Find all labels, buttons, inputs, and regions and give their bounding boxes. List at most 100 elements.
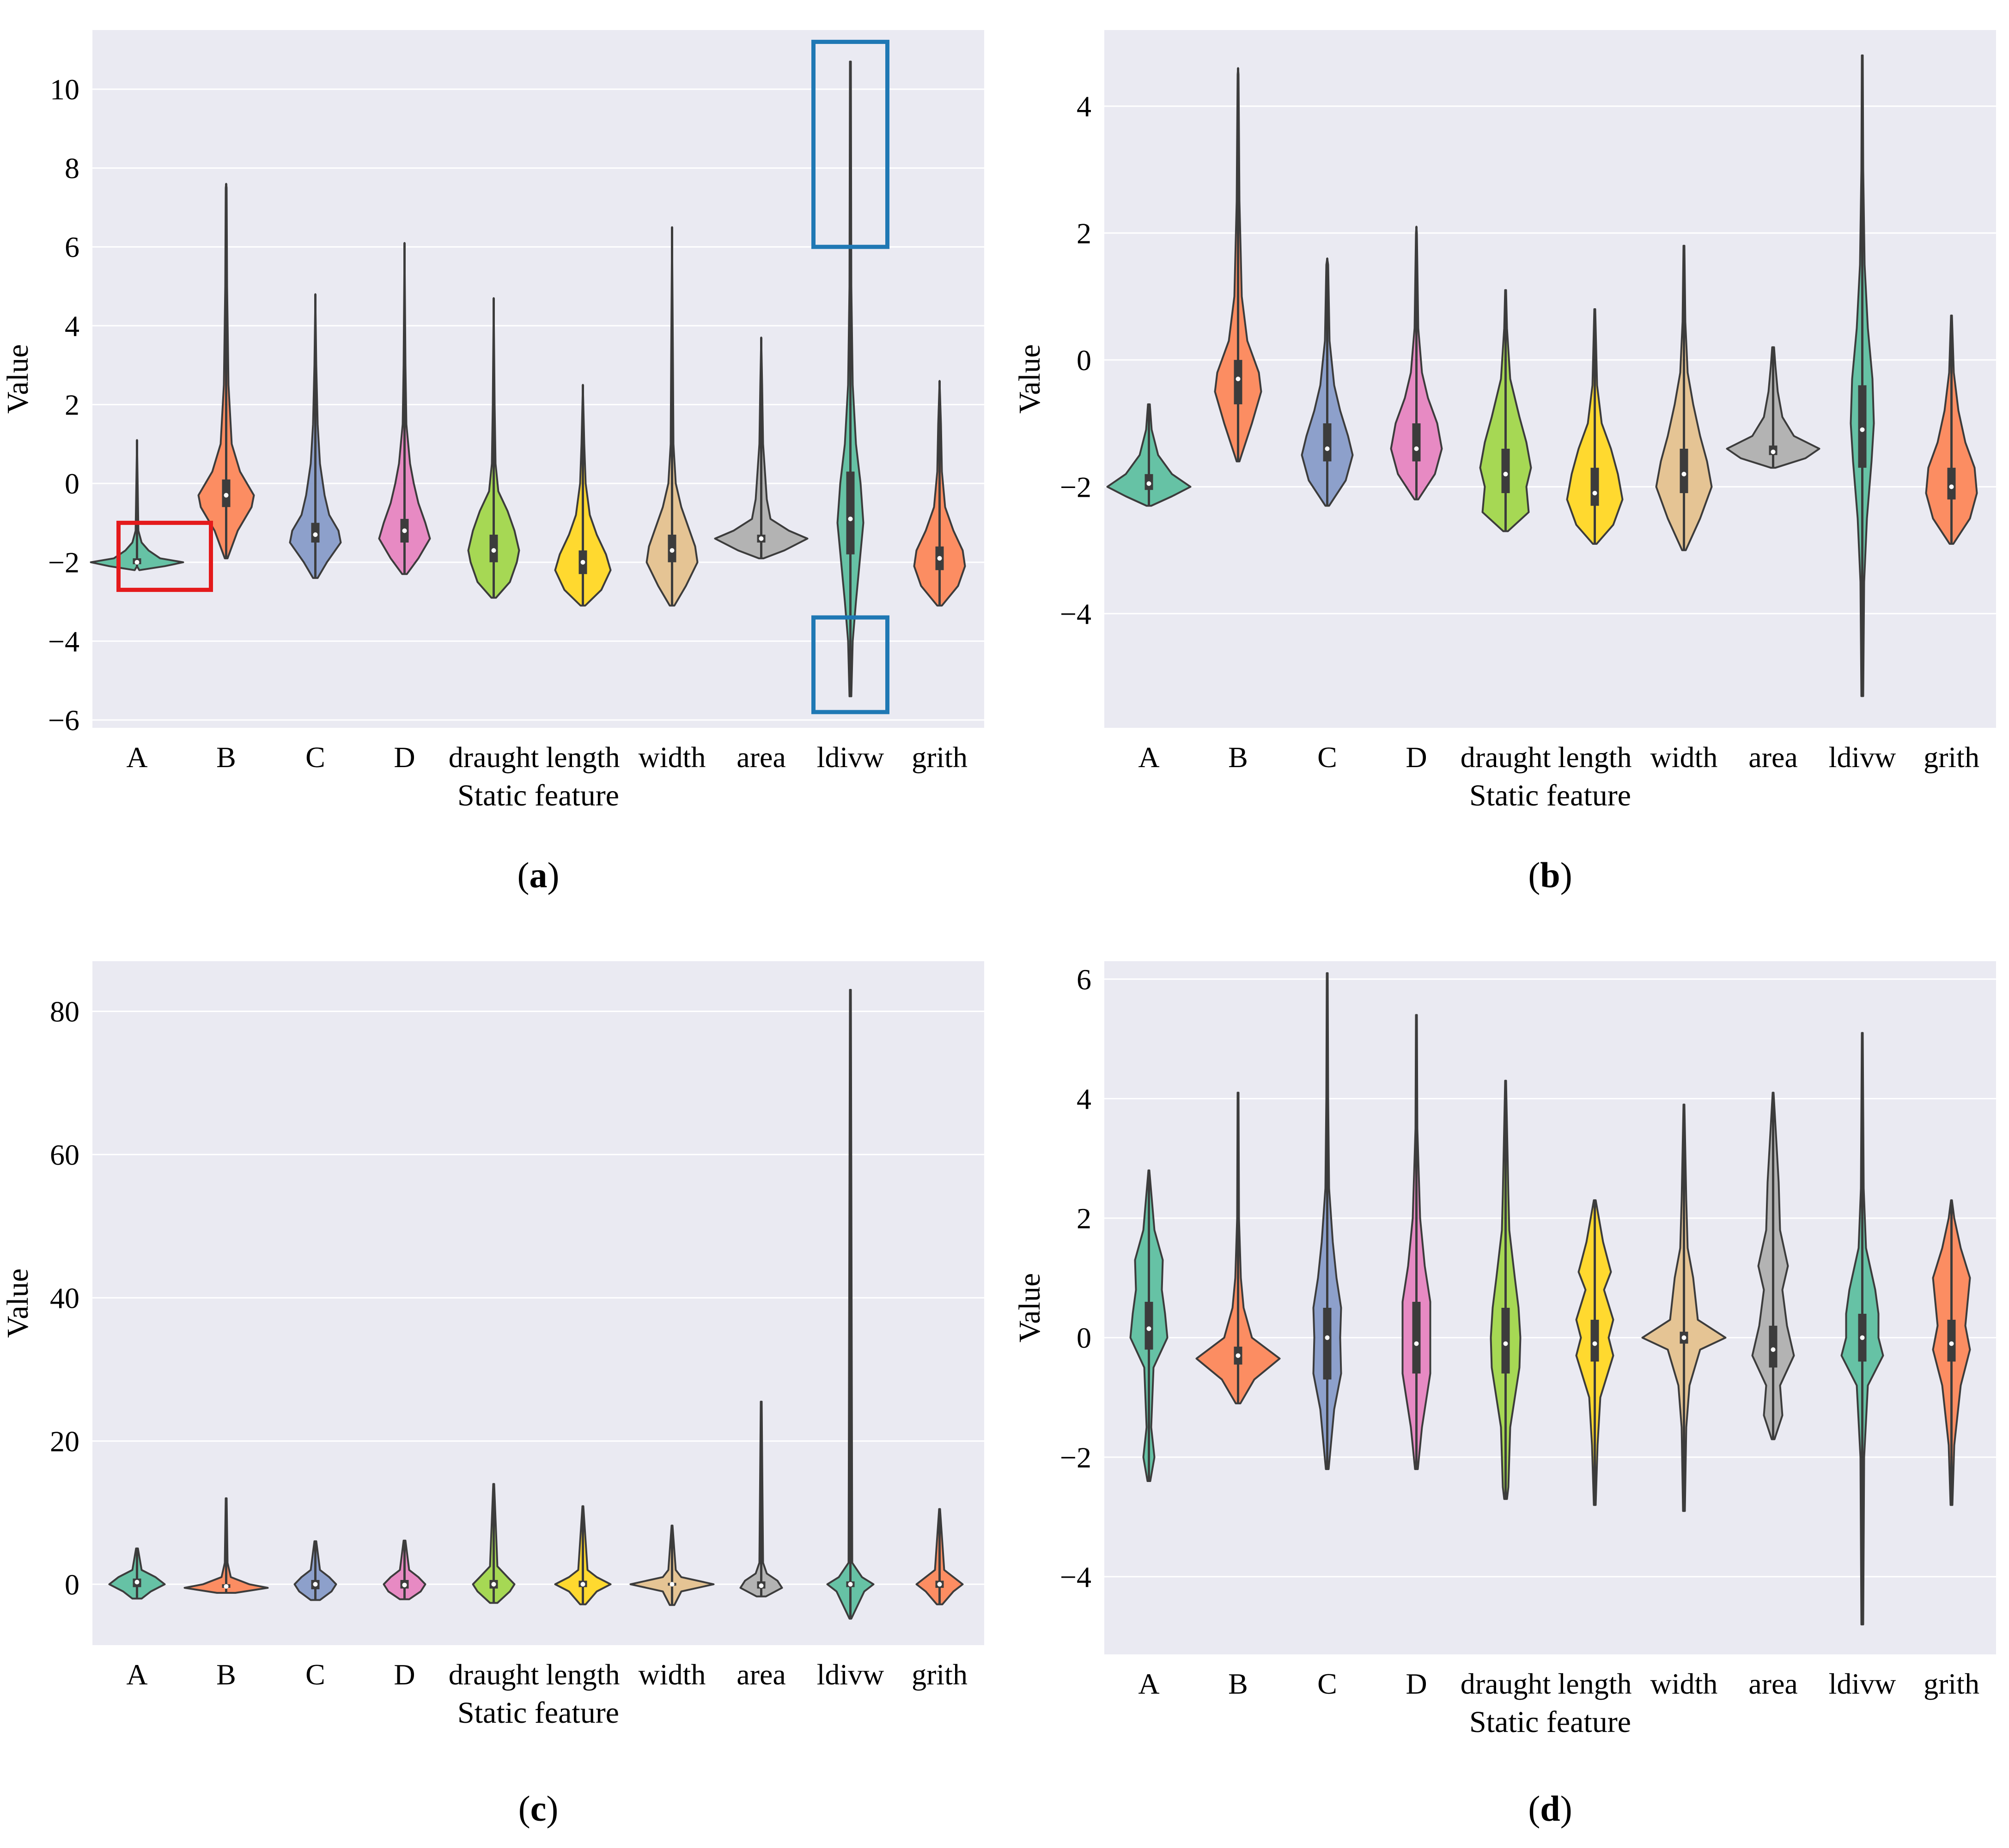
caption-open-paren: ( — [1528, 1788, 1540, 1829]
x-tick-label: D — [394, 741, 415, 774]
caption-close-paren: ) — [546, 1788, 558, 1829]
violin-iqr-box — [1680, 449, 1688, 494]
y-tick-label: 4 — [1077, 1082, 1091, 1115]
violin-median — [580, 560, 585, 565]
violin-median — [1681, 471, 1686, 476]
y-tick-label: 0 — [1077, 344, 1091, 377]
violin-median — [1860, 1335, 1865, 1340]
x-axis-label: Static feature — [457, 779, 619, 812]
y-tick-label: 2 — [65, 388, 79, 421]
x-tick-label: length — [1558, 741, 1632, 774]
x-tick-label: B — [1228, 1667, 1248, 1700]
violin-median — [759, 536, 764, 541]
x-tick-label: C — [305, 1658, 325, 1691]
x-tick-label: draught — [1461, 1667, 1551, 1700]
x-axis-label: Static feature — [1469, 779, 1631, 812]
y-tick-label: 2 — [1077, 217, 1091, 250]
violin-median — [1503, 1341, 1508, 1346]
violin-median — [937, 556, 942, 561]
violin-iqr-box — [1323, 423, 1332, 462]
x-tick-label: ldivw — [1829, 741, 1896, 774]
x-tick-label: area — [737, 741, 786, 774]
violin-median — [1503, 471, 1508, 476]
y-tick-label: 0 — [1077, 1322, 1091, 1354]
violin-iqr-box — [1947, 468, 1956, 500]
y-tick-label: 2 — [1077, 1202, 1091, 1235]
violin-iqr-box — [1145, 1302, 1153, 1350]
y-tick-label: 40 — [50, 1281, 79, 1314]
violin-median — [1949, 484, 1954, 489]
violin-median — [224, 493, 229, 498]
y-tick-label: 6 — [1077, 963, 1091, 996]
plot-area — [92, 30, 984, 728]
violin-median — [313, 1582, 318, 1587]
y-tick-label: 80 — [50, 995, 79, 1028]
x-tick-label: C — [305, 741, 325, 774]
x-tick-label: width — [639, 1658, 706, 1691]
violin-median — [1236, 377, 1241, 381]
violin-iqr-box — [1590, 468, 1599, 506]
violin-iqr-box — [1769, 1325, 1778, 1368]
y-axis-label: Value — [1, 1269, 35, 1338]
violin-iqr-box — [1234, 360, 1242, 404]
violin-median — [224, 1584, 229, 1589]
x-tick-label: draught — [449, 1658, 539, 1691]
x-tick-label: length — [546, 741, 620, 774]
violin-median — [1592, 491, 1597, 496]
x-tick-label: ldivw — [817, 741, 884, 774]
y-tick-label: −4 — [1060, 1561, 1091, 1593]
violin-iqr-box — [1590, 1319, 1599, 1362]
caption-letter: c — [530, 1788, 547, 1829]
panel-caption: (d) — [1528, 1788, 1572, 1829]
annotation-box — [811, 615, 889, 714]
x-axis-label: Static feature — [457, 1696, 619, 1730]
violin-median — [759, 1583, 764, 1588]
x-tick-label: C — [1317, 741, 1337, 774]
y-axis-label: Value — [1013, 1273, 1047, 1342]
x-tick-label: D — [394, 1658, 415, 1691]
panel-caption: (a) — [517, 855, 560, 895]
x-tick-label: A — [1138, 741, 1159, 774]
violin-iqr-box — [1501, 1308, 1510, 1374]
caption-letter: a — [530, 855, 548, 895]
violin-median — [937, 1582, 942, 1587]
y-tick-label: −6 — [48, 704, 79, 737]
y-axis-label: Value — [1013, 344, 1047, 414]
violin-iqr-box — [1412, 423, 1421, 462]
y-tick-label: 0 — [65, 1568, 79, 1601]
caption-open-paren: ( — [518, 1788, 530, 1829]
x-tick-label: A — [126, 741, 147, 774]
x-tick-label: A — [126, 1658, 147, 1691]
annotation-box — [116, 520, 213, 592]
violin-iqr-box — [1323, 1308, 1332, 1380]
x-tick-label: area — [737, 1658, 786, 1691]
x-tick-label: area — [1748, 1667, 1798, 1700]
y-tick-label: −4 — [48, 625, 79, 658]
y-tick-label: 60 — [50, 1138, 79, 1171]
violin-iqr-box — [1947, 1319, 1956, 1362]
y-tick-label: −2 — [1060, 1441, 1091, 1474]
x-tick-label: ldivw — [817, 1658, 884, 1691]
x-tick-label: draught — [449, 741, 539, 774]
x-tick-label: area — [1748, 741, 1798, 774]
caption-close-paren: ) — [1560, 855, 1572, 895]
panel-caption: (c) — [518, 1788, 559, 1829]
violin-iqr-box — [1412, 1302, 1421, 1374]
y-tick-label: −2 — [48, 546, 79, 579]
x-tick-label: B — [216, 1658, 236, 1691]
x-tick-label: grith — [912, 1658, 968, 1691]
y-tick-label: 4 — [1077, 90, 1091, 123]
x-tick-label: width — [639, 741, 706, 774]
violin-median — [402, 528, 407, 533]
x-tick-label: B — [216, 741, 236, 774]
x-tick-label: draught — [1461, 741, 1551, 774]
x-tick-label: grith — [1924, 741, 1979, 774]
x-tick-label: grith — [1924, 1667, 1979, 1700]
x-axis-label: Static feature — [1469, 1705, 1631, 1739]
y-axis-label: Value — [1, 344, 35, 414]
violin-median — [1325, 1335, 1330, 1340]
caption-letter: d — [1540, 1788, 1560, 1829]
